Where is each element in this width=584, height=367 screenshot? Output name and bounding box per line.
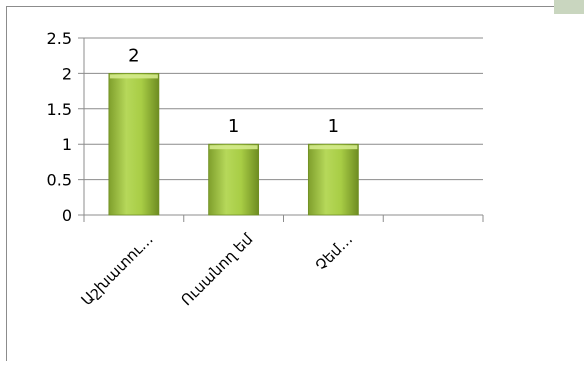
x-tick-label: Աշխատու… <box>78 230 157 309</box>
data-label: 2 <box>128 45 139 66</box>
y-tick-label: 2 <box>62 64 72 83</box>
data-label: 1 <box>328 116 339 137</box>
y-tick-label: 0 <box>62 206 72 225</box>
y-tick-label: 2.5 <box>47 29 72 48</box>
chart-frame <box>6 6 566 361</box>
bar-highlight <box>209 145 258 150</box>
data-label: 1 <box>228 116 239 137</box>
bar <box>108 73 160 216</box>
bar <box>307 143 359 216</box>
y-tick-label: 1 <box>62 135 72 154</box>
bar-highlight <box>109 74 158 79</box>
y-tick-label: 1.5 <box>47 100 72 119</box>
bar <box>208 143 260 216</box>
x-tick-label: Չեմ… <box>312 230 356 274</box>
x-tick-label: Ուսանող եմ <box>177 230 256 309</box>
corner-accent <box>554 0 584 14</box>
y-tick-label: 0.5 <box>47 171 72 190</box>
bar-highlight <box>309 145 358 150</box>
